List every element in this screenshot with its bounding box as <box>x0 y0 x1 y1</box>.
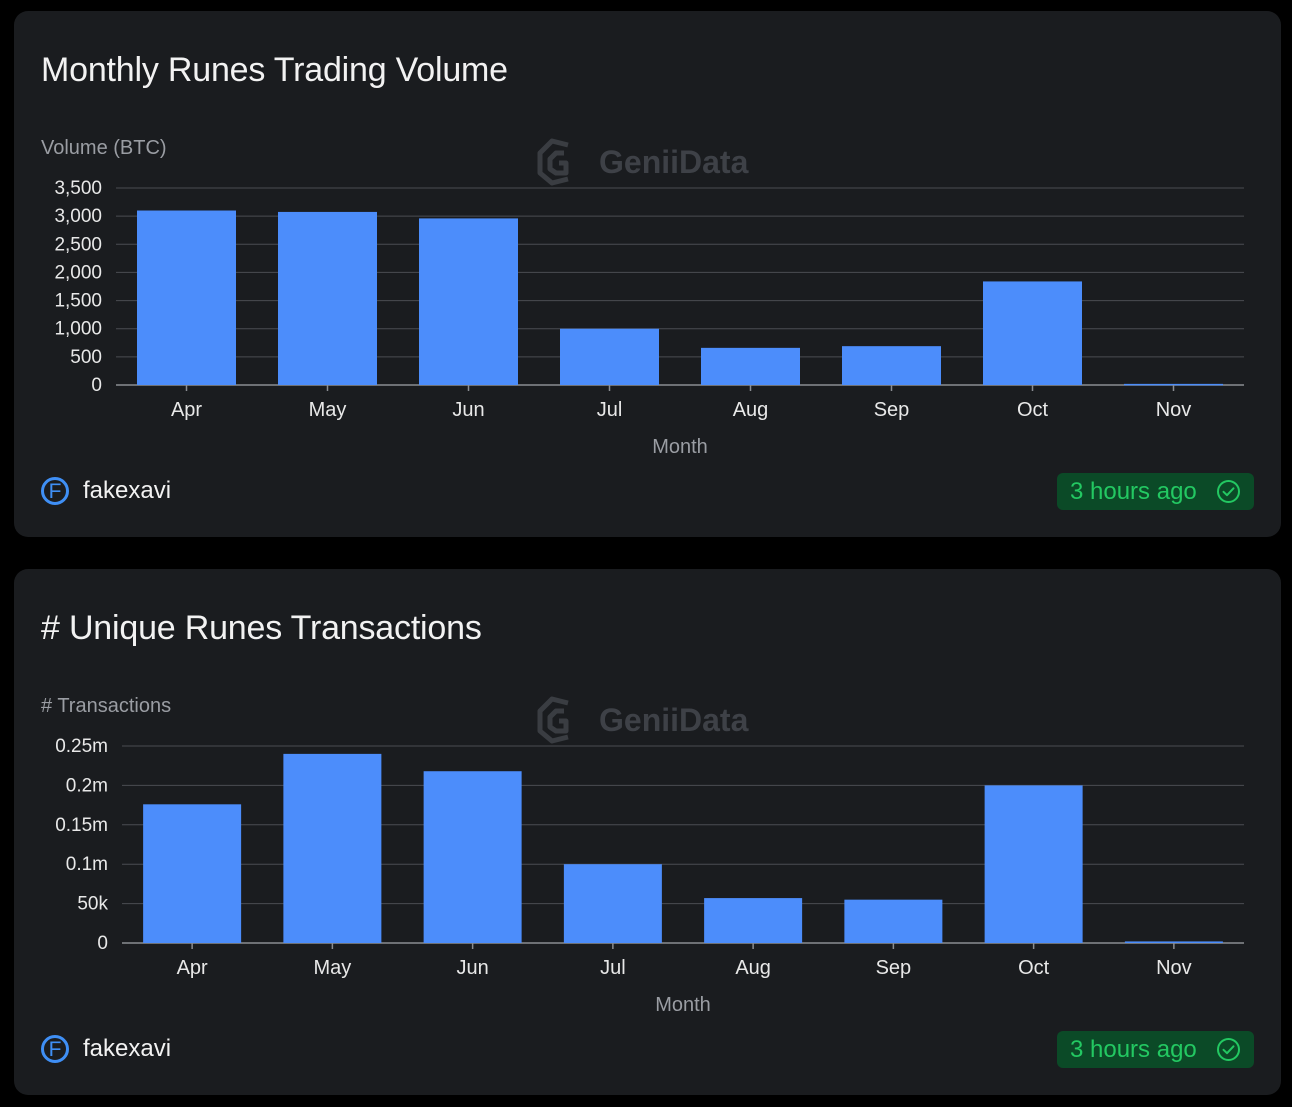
watermark-text: GeniiData <box>599 144 749 180</box>
x-tick-label: Jul <box>597 399 623 421</box>
y-tick-label: 1,000 <box>54 319 102 340</box>
y-axis-label: Volume (BTC) <box>41 137 167 159</box>
bar-sep[interactable] <box>842 346 941 385</box>
author[interactable]: F fakexavi <box>41 477 171 505</box>
bar-may[interactable] <box>278 211 377 385</box>
bar-may[interactable] <box>283 753 382 943</box>
y-tick-label: 0 <box>91 375 102 396</box>
y-tick-label: 1,500 <box>54 291 102 312</box>
bar-jun[interactable] <box>419 218 518 385</box>
bar-nov[interactable] <box>1124 941 1223 943</box>
x-tick-label: Apr <box>177 957 208 979</box>
x-tick-label: Jun <box>457 957 489 979</box>
y-tick-label: 0 <box>97 933 108 954</box>
avatar: F <box>41 1035 69 1063</box>
y-tick-label: 3,000 <box>54 206 102 227</box>
bar-jul[interactable] <box>560 328 659 385</box>
y-axis-label: # Transactions <box>41 695 171 717</box>
author[interactable]: F fakexavi <box>41 1035 171 1063</box>
x-tick-label: Aug <box>733 399 769 421</box>
x-axis-label: Month <box>652 436 708 458</box>
bar-sep[interactable] <box>844 899 943 943</box>
bar-aug[interactable] <box>704 898 803 943</box>
card-title: Monthly Runes Trading Volume <box>41 51 508 89</box>
x-tick-label: Apr <box>171 399 202 421</box>
x-tick-label: Aug <box>735 957 771 979</box>
status-text: 3 hours ago <box>1070 477 1197 505</box>
x-tick-label: Sep <box>874 399 910 421</box>
x-tick-label: Sep <box>876 957 912 979</box>
watermark: GeniiData <box>537 696 749 744</box>
x-tick-label: Oct <box>1018 957 1050 979</box>
y-tick-label: 500 <box>70 347 102 368</box>
bar-apr[interactable] <box>137 210 236 385</box>
card-title: # Unique Runes Transactions <box>41 609 482 647</box>
check-circle-icon <box>1217 1038 1240 1061</box>
status-badge: 3 hours ago <box>1057 473 1254 510</box>
bar-jul[interactable] <box>563 864 662 943</box>
y-tick-label: 0.2m <box>66 775 108 796</box>
bar-aug[interactable] <box>701 347 800 385</box>
x-tick-label: Oct <box>1017 399 1049 421</box>
transactions-card: # Unique Runes Transactions GeniiData # T… <box>14 569 1281 1095</box>
y-tick-label: 0.15m <box>55 815 108 836</box>
x-tick-label: May <box>313 957 351 979</box>
volume-bar-chart: GeniiData Volume (BTC) 0 500 1,000 1,500 2,000… <box>41 137 1244 458</box>
bar-jun[interactable] <box>423 771 522 943</box>
y-tick-label: 2,500 <box>54 234 102 255</box>
x-tick-label: Jul <box>600 957 626 979</box>
status-text: 3 hours ago <box>1070 1035 1197 1063</box>
x-axis-label: Month <box>655 994 711 1016</box>
author-name[interactable]: fakexavi <box>83 477 172 504</box>
bar-oct[interactable] <box>983 281 1082 385</box>
avatar: F <box>41 477 69 505</box>
watermark-text: GeniiData <box>599 702 749 738</box>
x-tick-label: Nov <box>1156 957 1192 979</box>
transactions-bar-chart: GeniiData # Transactions 0 50k 0.1m 0.15m 0.2m… <box>41 695 1244 1016</box>
author-name[interactable]: fakexavi <box>83 1035 172 1062</box>
status-badge: 3 hours ago <box>1057 1031 1254 1068</box>
x-tick-label: May <box>309 399 347 421</box>
volume-card: Monthly Runes Trading Volume GeniiData Vo… <box>14 11 1281 537</box>
bar-nov[interactable] <box>1124 383 1223 386</box>
y-tick-label: 0.1m <box>66 854 108 875</box>
watermark: GeniiData <box>537 138 749 186</box>
check-circle-icon <box>1217 480 1240 503</box>
geniidata-logo-icon <box>537 696 569 744</box>
y-tick-label: 0.25m <box>55 736 108 757</box>
geniidata-logo-icon <box>537 138 569 186</box>
x-tick-label: Jun <box>452 399 484 421</box>
y-tick-label: 2,000 <box>54 262 102 283</box>
bar-apr[interactable] <box>143 804 242 943</box>
bar-oct[interactable] <box>984 785 1083 943</box>
y-tick-label: 50k <box>77 894 108 915</box>
y-tick-label: 3,500 <box>54 178 102 199</box>
x-tick-label: Nov <box>1156 399 1192 421</box>
